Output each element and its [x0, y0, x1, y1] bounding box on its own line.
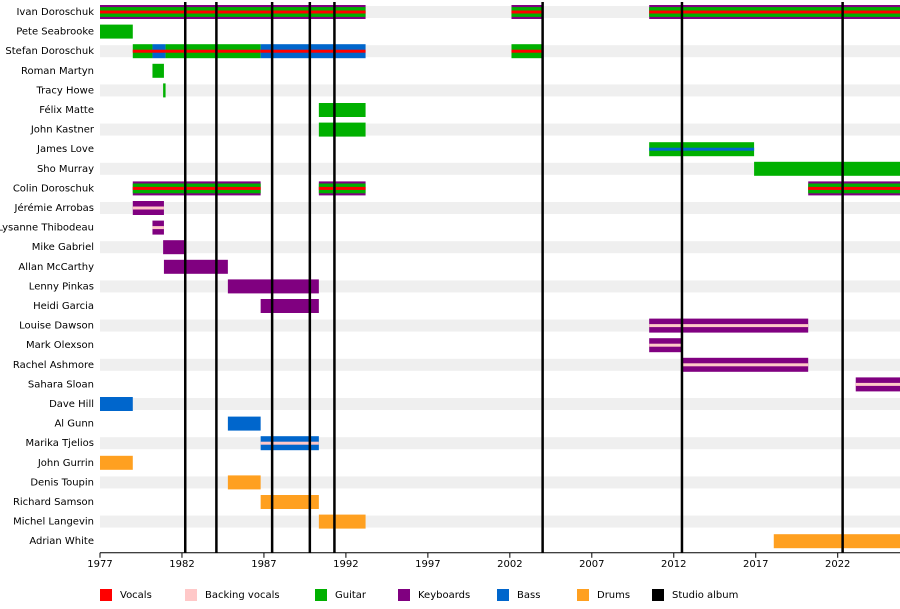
member-bar [649, 10, 900, 14]
member-bar [649, 147, 755, 151]
member-name: Mark Olexson [26, 340, 94, 351]
member-name: Lenny Pinkas [29, 281, 94, 292]
member-bar [100, 397, 133, 411]
legend-swatch [100, 589, 112, 601]
legend-label: Drums [597, 590, 630, 601]
member-bar [165, 49, 261, 53]
member-bar [511, 10, 543, 14]
member-bar [318, 514, 366, 529]
member-bar [773, 534, 900, 549]
member-name: Dave Hill [49, 399, 94, 410]
x-tick-label: 2007 [579, 559, 604, 570]
member-bar [132, 206, 164, 210]
x-tick-label: 1982 [169, 559, 194, 570]
x-tick-label: 2012 [661, 559, 686, 570]
x-tick-label: 2017 [743, 559, 768, 570]
row-band [100, 398, 900, 410]
member-bar [260, 441, 319, 445]
legend-swatch [652, 589, 664, 601]
member-name: James Love [36, 144, 94, 155]
x-tick-label: 1997 [415, 559, 440, 570]
x-tick-label: 1987 [251, 559, 276, 570]
member-name: Richard Samson [13, 497, 94, 508]
member-bar [132, 49, 153, 53]
row-band [100, 162, 900, 175]
member-name: Jérémie Arrobas [14, 202, 94, 214]
member-name: Marika Tjelios [26, 438, 95, 449]
member-name: Mike Gabriel [32, 242, 94, 253]
member-bar [227, 475, 261, 490]
member-name: Roman Martyn [21, 66, 94, 77]
member-name: Louise Dawson [19, 321, 94, 332]
row-band [100, 437, 900, 450]
legend-label: Vocals [120, 590, 152, 601]
member-name: Félix Matte [39, 104, 94, 116]
row-band [100, 280, 900, 293]
member-name: Adrian White [29, 536, 94, 547]
member-bar [318, 122, 366, 137]
legend-label: Keyboards [418, 590, 470, 601]
member-bar [132, 186, 261, 190]
member-bar [681, 363, 809, 367]
member-name: Pete Seabrooke [16, 27, 94, 38]
x-tick-label: 2022 [825, 559, 850, 570]
member-bar [318, 103, 366, 117]
member-name: Heidi Garcia [33, 301, 94, 312]
legend-swatch [315, 589, 327, 601]
member-name: Allan McCarthy [18, 262, 94, 273]
member-bar [649, 343, 682, 347]
member-bar [318, 186, 366, 190]
member-name: Stefan Doroschuk [5, 46, 94, 57]
member-name: Sho Murray [37, 164, 94, 175]
legend-label: Guitar [335, 590, 367, 601]
member-bar [511, 49, 543, 53]
legend-swatch [398, 589, 410, 601]
member-bar [163, 240, 186, 255]
member-bar [152, 226, 164, 230]
row-band [100, 84, 900, 97]
member-name: Rachel Ashmore [13, 360, 94, 371]
legend-label: Studio album [672, 590, 738, 601]
member-name: Lysanne Thibodeau [0, 223, 94, 234]
member-name: Denis Toupin [30, 477, 94, 488]
row-band [100, 202, 900, 214]
member-name: John Gurrin [37, 458, 94, 469]
member-name: Al Gunn [54, 419, 94, 430]
x-tick-label: 2002 [497, 559, 522, 570]
member-bar [260, 49, 366, 53]
row-band [100, 123, 900, 136]
member-bar [649, 324, 809, 328]
member-bar [152, 63, 164, 78]
member-name: John Kastner [30, 125, 95, 136]
member-bar [163, 83, 166, 98]
x-tick-label: 1992 [333, 559, 358, 570]
member-name: Michel Langevin [13, 517, 94, 528]
member-bar [100, 24, 133, 39]
row-band [100, 241, 900, 254]
member-bar [227, 416, 261, 431]
legend-swatch [577, 589, 589, 601]
member-name: Sahara Sloan [28, 379, 94, 390]
member-name: Tracy Howe [36, 85, 94, 96]
member-bar [260, 299, 319, 313]
member-bar [808, 186, 900, 190]
member-name: Colin Doroschuk [13, 183, 94, 194]
x-tick-label: 1977 [87, 559, 112, 570]
legend-label: Bass [517, 590, 540, 601]
member-bar [754, 161, 900, 176]
member-bar [100, 10, 366, 14]
member-bar [152, 49, 166, 53]
member-bar [260, 495, 319, 509]
member-bar [855, 382, 900, 386]
member-name: Ivan Doroschuk [16, 7, 94, 18]
row-band [100, 515, 900, 528]
legend-swatch [185, 589, 197, 601]
member-bar [100, 455, 133, 470]
row-band [100, 476, 900, 489]
legend-swatch [497, 589, 509, 601]
member-bar [163, 259, 228, 274]
legend-label: Backing vocals [205, 590, 280, 601]
